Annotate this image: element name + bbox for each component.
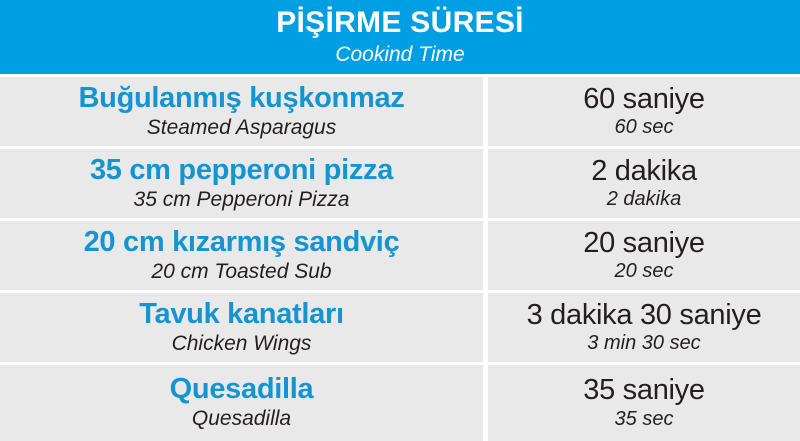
food-name-english: Steamed Asparagus: [146, 115, 337, 139]
food-name-turkish: 35 cm pepperoni pizza: [89, 153, 394, 186]
food-cell: 35 cm pepperoni pizza 35 cm Pepperoni Pi…: [0, 149, 483, 218]
food-name-english: 20 cm Toasted Sub: [151, 259, 332, 283]
time-cell: 60 saniye 60 sec: [488, 77, 800, 146]
time-cell: 3 dakika 30 saniye 3 min 30 sec: [488, 293, 800, 362]
food-name-english: Quesadilla: [191, 407, 292, 431]
table-header: PİŞİRME SÜRESİ Cookind Time: [0, 0, 800, 74]
food-name-turkish: 20 cm kızarmış sandviç: [83, 225, 400, 258]
food-cell: Quesadilla Quesadilla: [0, 365, 483, 441]
time-turkish: 2 dakika: [591, 154, 697, 187]
time-english: 20 sec: [614, 260, 674, 283]
table-title: PİŞİRME SÜRESİ: [276, 6, 524, 40]
food-name-english: 35 cm Pepperoni Pizza: [133, 187, 350, 211]
time-turkish: 35 saniye: [583, 374, 705, 407]
time-english: 3 min 30 sec: [587, 332, 701, 355]
time-cell: 35 saniye 35 sec: [488, 365, 800, 441]
food-name-turkish: Tavuk kanatları: [139, 297, 344, 330]
table-body: Buğulanmış kuşkonmaz Steamed Asparagus 6…: [0, 74, 800, 441]
food-name-turkish: Quesadilla: [169, 373, 314, 406]
food-cell: Tavuk kanatları Chicken Wings: [0, 293, 483, 362]
time-english: 2 dakika: [606, 188, 682, 211]
time-english: 35 sec: [614, 407, 674, 430]
table-row: 35 cm pepperoni pizza 35 cm Pepperoni Pi…: [0, 149, 800, 218]
time-turkish: 60 saniye: [583, 82, 705, 115]
table-subtitle: Cookind Time: [335, 42, 465, 66]
table-row: Quesadilla Quesadilla 35 saniye 35 sec: [0, 365, 800, 441]
table-row: 20 cm kızarmış sandviç 20 cm Toasted Sub…: [0, 221, 800, 290]
time-cell: 20 saniye 20 sec: [488, 221, 800, 290]
time-english: 60 sec: [614, 116, 674, 139]
food-name-turkish: Buğulanmış kuşkonmaz: [78, 81, 405, 114]
food-cell: 20 cm kızarmış sandviç 20 cm Toasted Sub: [0, 221, 483, 290]
time-cell: 2 dakika 2 dakika: [488, 149, 800, 218]
time-turkish: 3 dakika 30 saniye: [526, 298, 762, 331]
food-name-english: Chicken Wings: [171, 331, 312, 355]
food-cell: Buğulanmış kuşkonmaz Steamed Asparagus: [0, 77, 483, 146]
time-turkish: 20 saniye: [583, 226, 705, 259]
table-row: Buğulanmış kuşkonmaz Steamed Asparagus 6…: [0, 77, 800, 146]
table-row: Tavuk kanatları Chicken Wings 3 dakika 3…: [0, 293, 800, 362]
